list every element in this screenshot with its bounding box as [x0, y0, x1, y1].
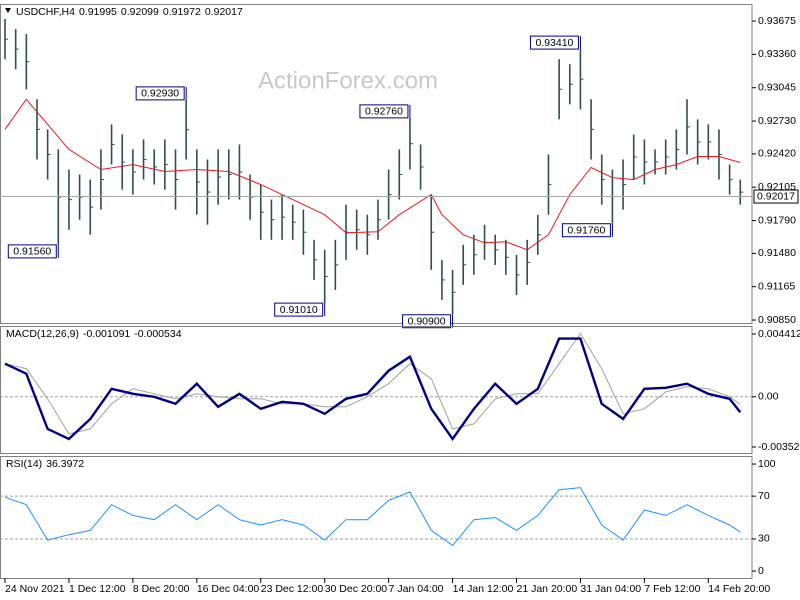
x-tick-label: 1 Dec 12:00 — [69, 583, 126, 595]
annotation-label: 0.91560 — [13, 246, 51, 258]
panel-title: USDCHF,H4 0.91995 0.92099 0.91972 0.92017 — [16, 6, 243, 18]
y-tick-label: 0.004412 — [758, 328, 800, 340]
annotation-label: 0.92760 — [365, 106, 403, 118]
y-tick-label: 0.90850 — [758, 314, 796, 326]
y-tick-label: 0.92420 — [758, 148, 796, 160]
x-tick-label: 24 Nov 2021 — [5, 583, 65, 595]
title-part: MACD(12,26,9) — [6, 328, 79, 340]
title-part: -0.001091 — [83, 328, 130, 340]
x-tick-label: 8 Dec 20:00 — [133, 583, 190, 595]
y-tick-label: -0.003528 — [758, 441, 800, 453]
indicator-line — [4, 487, 741, 547]
panel-frame — [0, 456, 753, 579]
panel-title: RSI(14) 36.3972 — [6, 458, 84, 470]
y-tick-label: 0.91480 — [758, 247, 796, 259]
x-tick-label: 7 Feb 12:00 — [644, 583, 700, 595]
title-part: 0.91972 — [163, 6, 201, 18]
annotation-box — [135, 86, 185, 101]
moving-average — [4, 98, 741, 251]
annotation-label: 0.93410 — [535, 37, 573, 49]
annotation-box — [359, 104, 409, 119]
title-part: 0.92099 — [121, 6, 159, 18]
annotation-box — [274, 302, 324, 317]
y-tick-label: 0.91165 — [758, 280, 795, 292]
x-tick-label: 21 Jan 20:00 — [517, 583, 578, 595]
annotation-label: 0.90900 — [408, 316, 446, 328]
title-part: RSI(14) — [6, 458, 42, 470]
indicator-line — [4, 337, 742, 441]
annotation-box — [529, 35, 579, 50]
y-tick-label: 0.92730 — [758, 115, 796, 127]
annotation-label: 0.91010 — [280, 304, 318, 316]
y-tick-label: 0.91790 — [758, 214, 796, 226]
annotation-label: 0.92930 — [141, 88, 179, 100]
panel-frame — [0, 326, 753, 454]
x-tick-label: 14 Jan 12:00 — [453, 583, 514, 595]
last-price-label: 0.92017 — [757, 190, 795, 202]
panel-frame — [0, 4, 753, 324]
menu-arrow — [5, 8, 11, 13]
title-part: 0.91995 — [79, 6, 117, 18]
y-tick-label: 70 — [758, 490, 770, 502]
title-part: 36.3972 — [46, 458, 84, 470]
y-tick-label: 0.93675 — [758, 15, 796, 27]
last-price-box — [753, 189, 799, 204]
y-tick-label: 0.93045 — [758, 82, 796, 94]
x-tick-label: 31 Jan 04:00 — [580, 583, 641, 595]
annotation-label: 0.91760 — [567, 225, 605, 237]
x-tick-label: 30 Dec 20:00 — [325, 583, 388, 595]
y-tick-label: 0.00 — [758, 391, 779, 403]
x-tick-label: 23 Dec 12:00 — [261, 583, 324, 595]
title-part: -0.000534 — [134, 328, 181, 340]
title-part: 0.92017 — [205, 6, 243, 18]
annotation-box — [561, 223, 611, 238]
y-tick-label: 100 — [758, 458, 776, 470]
panel-title: MACD(12,26,9) -0.001091 -0.000534 — [6, 328, 182, 340]
y-tick-label: 0.93360 — [758, 48, 796, 60]
y-tick-label: 0 — [758, 565, 764, 577]
y-tick-label: 30 — [758, 533, 770, 545]
x-tick-label: 7 Jan 04:00 — [389, 583, 444, 595]
x-tick-label: 16 Dec 04:00 — [197, 583, 260, 595]
annotation-box — [402, 314, 452, 329]
watermark: ActionForex.com — [258, 67, 438, 94]
annotation-box — [7, 244, 57, 259]
title-part: USDCHF,H4 — [16, 6, 75, 18]
x-tick-label: 14 Feb 20:00 — [708, 583, 770, 595]
